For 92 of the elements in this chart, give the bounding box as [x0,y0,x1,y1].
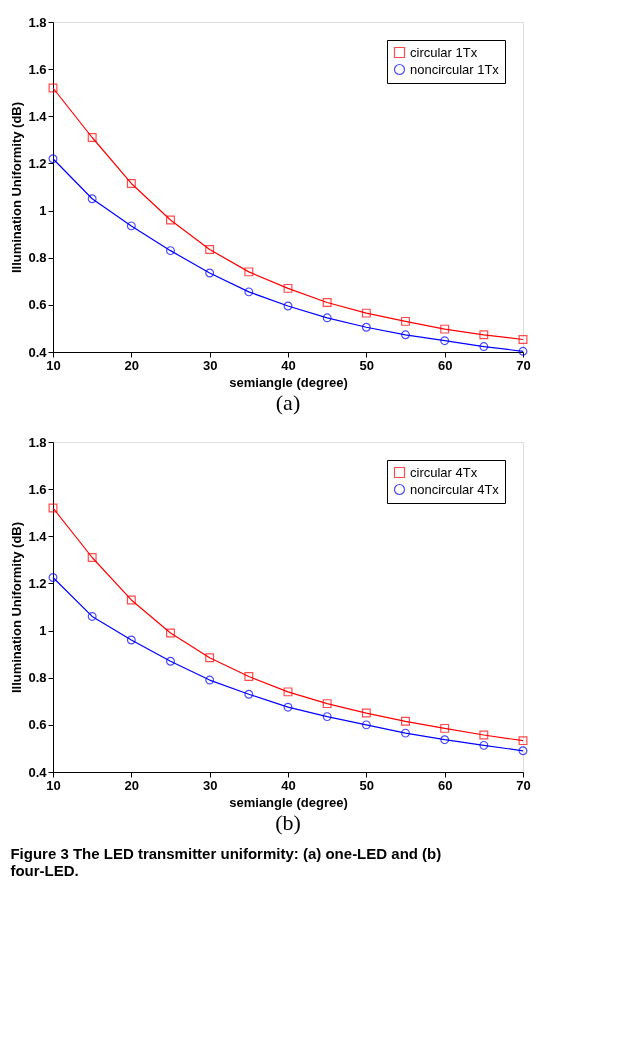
point [48,503,58,513]
point [205,653,215,663]
point [244,287,254,297]
x-tick-label: 40 [281,357,296,373]
y-tick-label: 1 [39,623,47,639]
y-tick-label: 0.8 [28,670,47,686]
point [166,656,175,666]
legend-label: circular 4Tx [410,464,478,480]
point [440,336,450,346]
y-tick-label: 1.4 [28,108,48,124]
point [401,728,410,738]
point [283,702,293,712]
x-axis-title: semiangle (degree) [229,794,348,810]
point [479,330,489,340]
point [283,687,293,697]
x-tick-label: 60 [437,777,453,793]
y-tick-label: 1.2 [28,155,47,171]
point [166,246,175,256]
x-tick-label: 20 [124,777,140,793]
text: (b) [275,810,301,835]
point [244,672,254,682]
point [401,330,410,340]
point [322,298,332,307]
point [361,308,371,318]
x-tick-label: 10 [46,777,61,793]
x-tick-label: 50 [359,777,375,793]
y-tick-label: 0.6 [28,297,47,313]
y-tick-label: 0.6 [28,717,47,733]
point [87,611,97,621]
point [518,736,528,746]
x-tick-label: 30 [202,357,218,373]
point [322,313,332,323]
x-tick-label: 50 [359,357,375,373]
point [205,268,215,278]
point [87,553,97,562]
point [166,628,175,638]
x-tick-label: 20 [124,357,140,373]
point [322,699,332,709]
point [205,675,215,685]
point [361,322,371,332]
x-tick-label: 40 [281,777,296,793]
point [283,283,293,293]
y-tick-label: 1.6 [28,61,47,77]
point [440,723,450,733]
y-tick-label: 1.6 [28,481,47,497]
point [166,215,175,225]
point [518,335,528,344]
point [48,154,58,164]
y-axis-title: Illumination Uniformity (dB) [9,521,25,694]
point [361,708,371,718]
y-tick-label: 1 [39,203,47,219]
point [479,342,489,352]
point [440,735,450,745]
x-tick-label: 70 [516,777,531,793]
y-axis-title: Illumination Uniformity (dB) [9,101,25,274]
legend-label: noncircular 1Tx [410,61,500,77]
legend-label: circular 1Tx [410,44,478,60]
point [479,740,489,750]
point [87,194,97,204]
y-tick-label: 0.4 [28,344,48,360]
point [48,573,58,582]
y-tick-label: 1.8 [28,14,47,30]
x-tick-label: 60 [437,357,453,373]
point [401,716,410,726]
caption: Figure 3 The LED transmitter uniformity: (a) one-LED and (b) four-LED. [10,844,442,879]
point [401,316,410,326]
point [126,635,136,645]
point [283,301,293,311]
x-tick-label: 10 [46,357,61,373]
point [126,221,136,231]
y-tick-label: 1.8 [28,434,47,450]
y-tick-label: 1.4 [28,528,48,544]
point [518,746,528,756]
point [322,712,332,722]
point [479,730,489,740]
text: (a) [275,390,301,415]
point [244,267,254,277]
x-tick-label: 70 [516,357,531,373]
y-tick-label: 0.8 [28,250,47,266]
legend-label: noncircular 4Tx [410,481,500,497]
x-axis-title: semiangle (degree) [229,374,348,390]
point [87,133,97,142]
point [126,595,136,605]
point [205,244,215,254]
point [48,83,58,93]
point [126,178,136,188]
point [244,689,254,699]
y-tick-label: 1.2 [28,575,47,591]
y-tick-label: 0.4 [28,764,48,780]
point [440,324,450,334]
x-tick-label: 30 [202,777,218,793]
point [361,720,371,730]
